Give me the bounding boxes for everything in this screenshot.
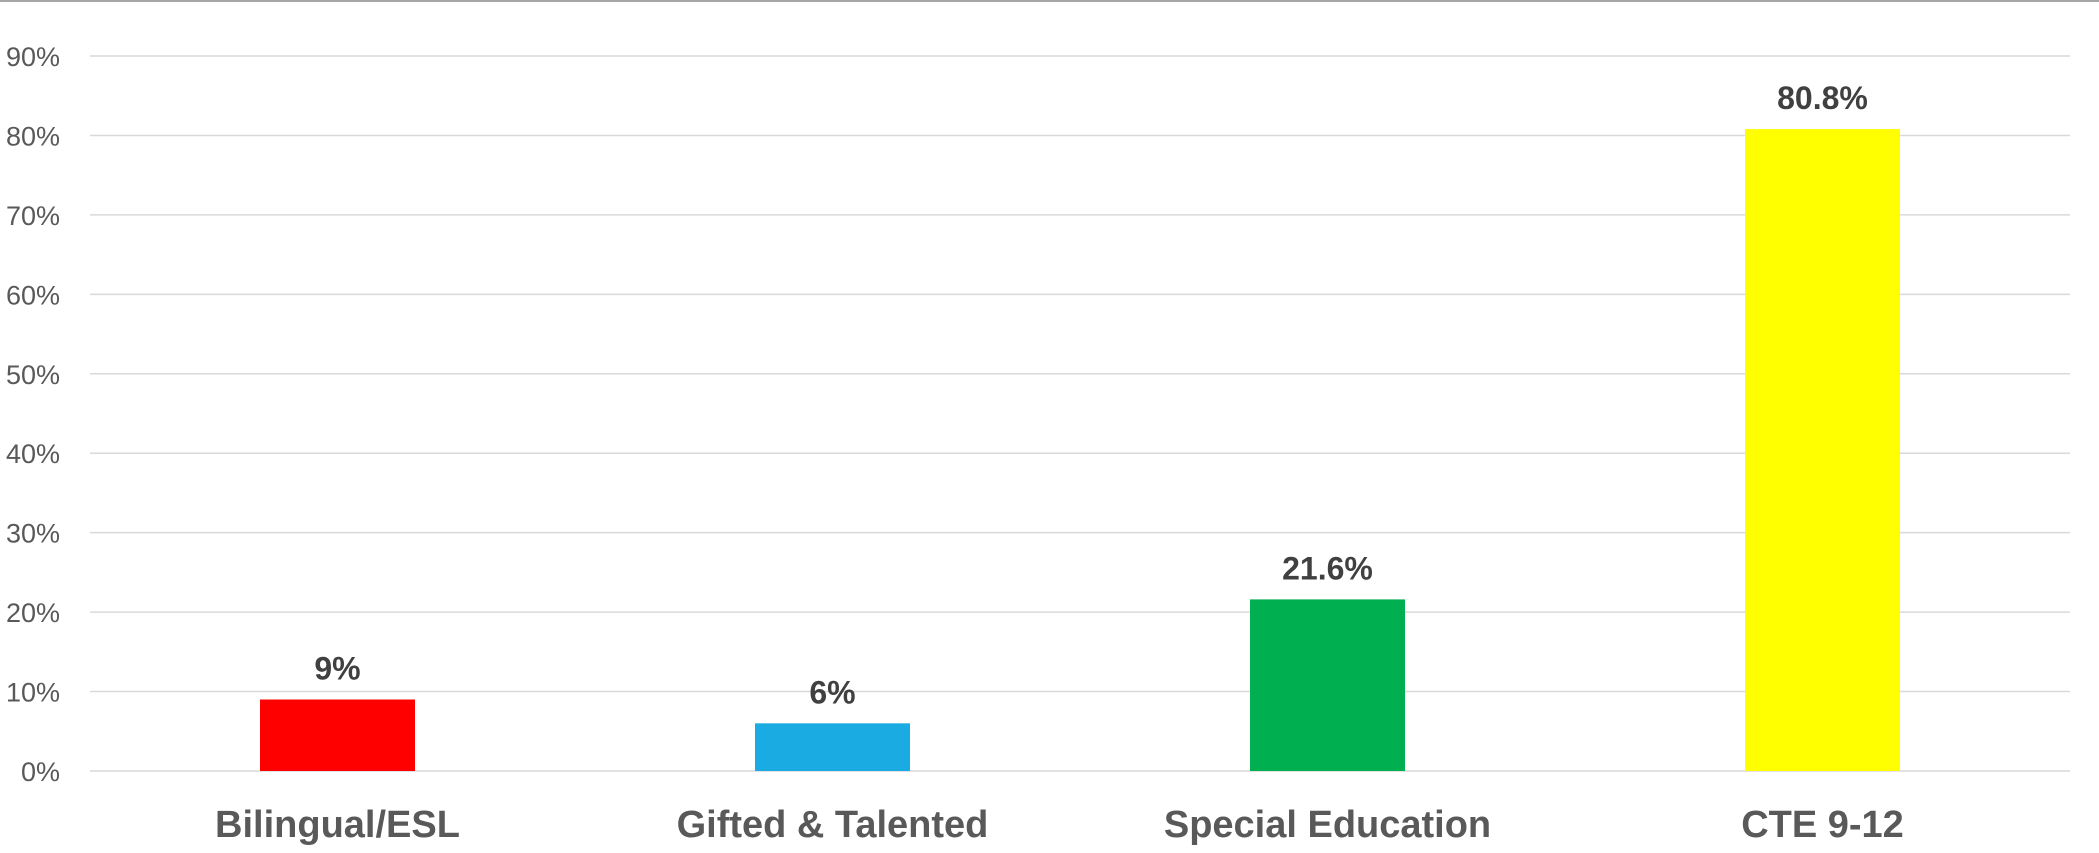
y-tick-label: 10% [6, 678, 60, 708]
y-tick-label: 50% [6, 360, 60, 390]
data-label-bilingual-esl: 9% [314, 651, 360, 687]
y-tick-label: 20% [6, 598, 60, 628]
gridlines [90, 55, 2070, 772]
y-tick-label: 30% [6, 519, 60, 549]
y-tick-label: 40% [6, 439, 60, 469]
data-label-special-education: 21.6% [1282, 550, 1373, 586]
y-tick-label: 0% [21, 757, 60, 787]
y-tick-label: 90% [6, 42, 60, 72]
bar-cte-9-12 [1745, 129, 1900, 772]
bar-gifted-talented [755, 723, 910, 771]
x-axis-tick-labels: Bilingual/ESL Gifted & Talented Special Ed… [215, 804, 1904, 846]
category-label-cte-9-12: CTE 9-12 [1741, 804, 1904, 846]
bar-special-education [1250, 599, 1405, 771]
category-label-gifted-talented: Gifted & Talented [677, 804, 989, 846]
y-tick-label: 70% [6, 201, 60, 231]
y-tick-label: 60% [6, 280, 60, 310]
y-axis-tick-labels: 0% 10% 20% 30% 40% 50% 60% 70% 80% 90% [6, 42, 60, 787]
bars [260, 129, 1900, 772]
data-label-cte-9-12: 80.8% [1777, 80, 1868, 116]
y-tick-label: 80% [6, 121, 60, 151]
data-label-gifted-talented: 6% [809, 674, 855, 710]
bar-bilingual-esl [260, 699, 415, 771]
data-labels: 9% 6% 21.6% 80.8% [314, 80, 1867, 710]
category-label-special-education: Special Education [1164, 804, 1491, 846]
category-label-bilingual-esl: Bilingual/ESL [215, 804, 460, 846]
